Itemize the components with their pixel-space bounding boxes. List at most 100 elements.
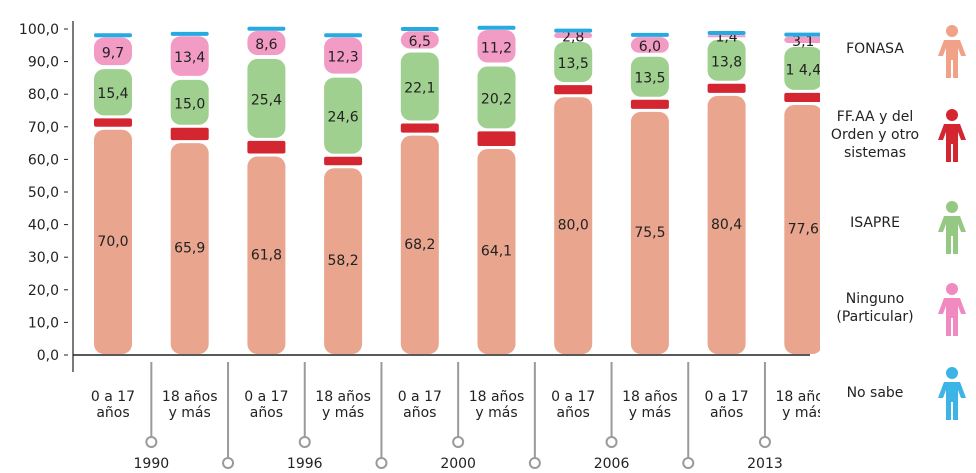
person-icon (938, 109, 966, 162)
x-tick-label: y más (322, 405, 364, 421)
x-tick-label: 0 a 17 (398, 389, 442, 405)
bar-segment-no-sabe (247, 26, 286, 31)
bar-segment-isapre (554, 42, 593, 83)
data-label: 11,2 (481, 40, 512, 56)
year-label: 2006 (594, 456, 630, 472)
y-tick-label: 0,0 (37, 348, 59, 364)
data-label: 64,1 (481, 244, 512, 260)
data-label: 20,2 (481, 91, 512, 107)
year-label: 1996 (287, 456, 323, 472)
bar-segment-ninguno (247, 30, 286, 56)
bar-segment-no-sabe (554, 28, 593, 33)
group-separator-node (682, 457, 695, 469)
bar-segment-no-sabe (94, 33, 132, 38)
bar-segment-fonasa (554, 97, 593, 354)
bar-segment-ffaa (94, 118, 132, 127)
bar-segment-isapre (630, 56, 669, 97)
data-label: 80,0 (558, 218, 589, 234)
data-label: 8,6 (255, 37, 277, 53)
x-tick-label: años (96, 405, 129, 421)
data-label: 24,6 (328, 110, 359, 126)
bar-segment-fonasa (94, 129, 132, 354)
bar-segment-ninguno (94, 37, 132, 66)
bar-segment-no-sabe (170, 31, 209, 36)
data-label: 13,5 (558, 56, 589, 72)
x-tick-label: 18 años (622, 389, 678, 405)
data-label: 25,4 (251, 92, 282, 108)
bar-segment-isapre (400, 52, 439, 121)
data-label: 15,0 (174, 96, 205, 112)
y-tick-label: 80,0 (28, 87, 59, 103)
bar-segment-ninguno (400, 31, 439, 49)
bar-segment-isapre (477, 66, 516, 129)
bar-segment-ffaa (247, 140, 286, 154)
bar-segment-ffaa (400, 123, 439, 133)
data-label: 2,8 (562, 29, 584, 45)
data-label: 65,9 (174, 241, 205, 257)
data-label: 61,8 (251, 247, 282, 263)
data-label: 75,5 (634, 225, 665, 241)
data-label: 68,2 (404, 237, 435, 253)
group-separator-node (452, 436, 465, 448)
y-tick-label: 60,0 (28, 152, 59, 168)
y-tick-label: 30,0 (28, 250, 59, 266)
bar-segment-ninguno (784, 36, 820, 43)
x-tick-label: años (403, 405, 436, 421)
bar-segment-fonasa (170, 143, 209, 354)
bar-segment-ninguno (170, 36, 209, 76)
x-tick-label: 0 a 17 (244, 389, 288, 405)
bar-segment-fonasa (247, 156, 286, 354)
data-label: 6,5 (409, 34, 431, 50)
legend-label: Ninguno (Particular) (836, 291, 914, 325)
y-tick-label: 70,0 (28, 120, 59, 136)
bar-segment-ffaa (170, 127, 209, 141)
bar-segment-isapre (170, 79, 209, 125)
group-separator-node (298, 436, 311, 448)
data-label: 3,1 (792, 34, 814, 50)
bar-segment-ninguno (477, 30, 516, 63)
bar-segment-isapre (94, 69, 132, 116)
y-tick-label: 40,0 (28, 218, 59, 234)
data-label: 22,1 (404, 81, 435, 97)
bar-segment-fonasa (707, 95, 746, 354)
x-tick-label: años (557, 405, 590, 421)
y-tick-label: 50,0 (28, 185, 59, 201)
x-tick-label: 18 años (776, 389, 820, 405)
person-icon (938, 201, 966, 254)
group-separator-node (758, 436, 771, 448)
stacked-bar-chart: 0,0 10,0 20,0 30,0 40,0 50,0 60,0 70,0 80,0 90,0 1… (19, 21, 820, 472)
group-separator-node (145, 436, 158, 448)
year-label: 2013 (747, 456, 783, 472)
data-label: 13,4 (174, 50, 205, 66)
bar-segment-ninguno (324, 37, 363, 74)
bar-segment-isapre (707, 39, 746, 81)
x-tick-label: y más (629, 405, 671, 421)
x-tick-label: y más (475, 405, 517, 421)
bar-segment-fonasa (324, 168, 363, 354)
x-tick-label: y más (169, 405, 211, 421)
data-label: 80,4 (711, 217, 742, 233)
x-tick-label: 18 años (315, 389, 371, 405)
x-tick-label: 18 años (162, 389, 218, 405)
legend-label: FONASA (846, 41, 904, 57)
y-tick-label: 100,0 (19, 22, 59, 38)
data-label: 1 4,4 (785, 62, 820, 78)
legend: FONASA FF.AA y del Orden y otro sistemas… (820, 0, 976, 473)
x-tick-label: 0 a 17 (551, 389, 595, 405)
bar-segment-isapre (784, 46, 820, 90)
bar-segment-no-sabe (707, 30, 746, 35)
legend-label: FF.AA y del Orden y otro sistemas (830, 109, 920, 161)
group-separator-node (605, 436, 618, 448)
legend-label: No sabe (846, 385, 904, 401)
x-tick-label: y más (782, 405, 820, 421)
data-label: 13,5 (634, 71, 665, 87)
x-tick-label: años (710, 405, 743, 421)
x-tick-label: años (250, 405, 283, 421)
bar-segment-ffaa (324, 156, 363, 166)
data-label: 15,4 (97, 86, 128, 102)
bar-segment-no-sabe (784, 32, 820, 37)
data-label: 58,2 (328, 253, 359, 269)
group-separator-node (222, 457, 235, 469)
data-label: 77,6 (788, 222, 819, 238)
year-label: 1990 (134, 456, 170, 472)
